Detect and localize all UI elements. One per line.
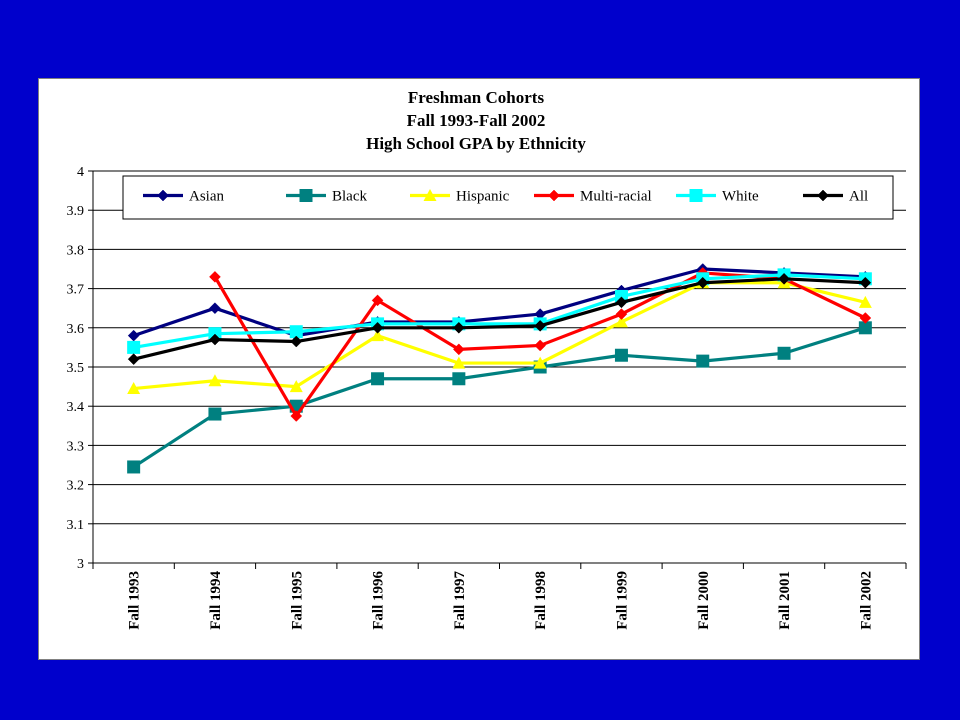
data-point-asian <box>209 302 221 315</box>
chart-title-line-2: Fall 1993-Fall 2002 <box>407 111 546 130</box>
y-tick-label: 3.4 <box>67 400 85 415</box>
data-point-all <box>290 335 303 348</box>
data-point-multi-racial <box>371 294 384 307</box>
series-line-hispanic <box>133 281 866 391</box>
x-tick-label: Fall 1999 <box>614 571 630 630</box>
x-tick-label: Fall 1995 <box>289 571 305 630</box>
y-tick-label: 3.3 <box>67 439 85 454</box>
axes <box>88 170 907 569</box>
data-point-all <box>371 321 384 334</box>
data-point-black <box>858 321 872 335</box>
x-tick-label: Fall 1997 <box>452 571 468 630</box>
data-point-hispanic <box>208 374 222 387</box>
legend-entry-asian: Asian <box>143 189 224 205</box>
legend-swatch-marker <box>548 189 560 202</box>
legend-swatch-marker <box>299 189 313 202</box>
legend-label-black: Black <box>332 189 367 205</box>
legend-label-asian: Asian <box>189 189 224 205</box>
data-point-hispanic <box>127 382 141 395</box>
legend-label-white: White <box>722 189 759 205</box>
x-tick-label: Fall 1998 <box>533 571 549 630</box>
data-point-black <box>696 354 710 368</box>
data-point-black <box>371 372 385 386</box>
data-point-white <box>127 340 141 354</box>
series-lines <box>127 263 872 474</box>
data-point-hispanic <box>371 329 385 342</box>
y-tick-label: 4 <box>77 165 84 180</box>
data-point-black <box>127 460 141 474</box>
y-tick-label: 3.2 <box>67 479 85 494</box>
y-tick-label: 3.7 <box>67 283 85 298</box>
data-point-multi-racial <box>615 308 628 320</box>
y-tick-label: 3.1 <box>67 518 85 533</box>
data-point-black <box>614 348 628 362</box>
series-all <box>127 272 872 366</box>
chart-title-line-1: Freshman Cohorts <box>408 88 545 107</box>
data-point-multi-racial <box>859 312 872 324</box>
data-point-all <box>696 276 709 289</box>
data-point-hispanic <box>614 315 628 328</box>
legend-box <box>122 175 894 220</box>
series-line-black <box>132 326 866 469</box>
data-point-all <box>778 272 790 285</box>
legend-entry-black: Black <box>286 189 367 205</box>
data-point-white <box>614 289 628 303</box>
legend-entry-all: All <box>803 189 868 205</box>
data-point-all <box>452 321 465 334</box>
data-point-all <box>127 353 140 366</box>
y-tick-label: 3 <box>77 557 84 572</box>
x-tick-label: Fall 1994 <box>208 571 224 630</box>
y-tick-label: 3.8 <box>67 243 85 258</box>
series-black <box>127 321 872 474</box>
legend-label-hispanic: Hispanic <box>456 189 510 205</box>
x-tick-label: Fall 1996 <box>371 571 387 630</box>
data-point-white <box>289 325 303 339</box>
legend-entry-white: White <box>676 189 759 205</box>
data-point-black <box>452 372 466 386</box>
data-point-hispanic <box>858 295 872 308</box>
chart-frame: Freshman Cohorts Fall 1993-Fall 2002 Hig… <box>38 78 920 660</box>
line-chart: Freshman Cohorts Fall 1993-Fall 2002 Hig… <box>67 88 907 630</box>
data-point-all <box>859 276 872 289</box>
x-tick-label: Fall 2001 <box>777 571 793 630</box>
legend: Asian Black Hispanic Multi-racial White All <box>122 175 894 220</box>
legend-label-all: All <box>849 189 868 205</box>
x-tick-label: Fall 2000 <box>696 571 712 630</box>
legend-label-multi-racial: Multi-racial <box>580 189 652 205</box>
series-multi-racial <box>209 267 872 422</box>
data-point-multi-racial <box>209 270 221 283</box>
data-point-all <box>615 296 628 309</box>
chart-title-line-3: High School GPA by Ethnicity <box>366 134 586 153</box>
data-point-all <box>209 333 221 346</box>
series-line-white <box>133 273 866 349</box>
legend-swatch-marker <box>423 189 437 201</box>
data-point-multi-racial <box>452 343 465 356</box>
y-tick-label: 3.6 <box>67 322 85 337</box>
data-point-black <box>777 346 791 360</box>
data-point-multi-racial <box>534 339 547 352</box>
y-tick-label: 3.9 <box>67 204 85 219</box>
data-point-white <box>208 327 222 341</box>
legend-entry-multi-racial: Multi-racial <box>534 189 652 205</box>
data-point-black <box>208 407 222 421</box>
legend-swatch-marker <box>157 189 169 202</box>
legend-entry-hispanic: Hispanic <box>410 189 510 205</box>
data-point-hispanic <box>533 356 547 369</box>
series-hispanic <box>127 276 872 395</box>
y-tick-labels: 3 3.1 3.2 3.3 3.4 3.5 3.6 3.7 3.8 3.9 4 <box>67 165 85 572</box>
legend-swatch-marker <box>817 189 829 202</box>
x-tick-label: Fall 1993 <box>127 571 143 630</box>
data-point-hispanic <box>289 380 303 393</box>
data-point-multi-racial <box>290 410 303 422</box>
x-tick-labels: Fall 1993 Fall 1994 Fall 1995 Fall 1996 Fall… <box>127 571 875 630</box>
data-point-all <box>534 319 547 332</box>
legend-swatch-marker <box>689 189 703 202</box>
data-point-asian <box>127 329 140 342</box>
x-tick-label: Fall 2002 <box>858 571 874 630</box>
chart-title: Freshman Cohorts Fall 1993-Fall 2002 Hig… <box>366 88 586 153</box>
data-point-hispanic <box>452 356 466 369</box>
series-line-all <box>133 277 866 361</box>
y-tick-label: 3.5 <box>67 361 85 376</box>
series-line-asian <box>133 267 866 338</box>
